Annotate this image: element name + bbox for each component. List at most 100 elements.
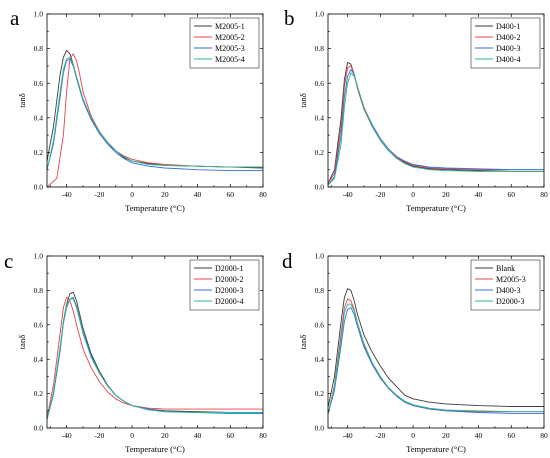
y-tick-label: 0.2 xyxy=(315,389,325,398)
panel-a: a -40 -20 0 20 40 60 80 0.0 0.2 0.4 0.6 0.8 1.0 Temper… xyxy=(10,6,267,213)
x-tick-label: -20 xyxy=(94,431,104,440)
series-line-d400-1 xyxy=(328,61,544,184)
legend-label: M2005-4 xyxy=(215,55,245,64)
y-tick-label: 0.4 xyxy=(315,355,325,364)
y-tick-label: 0.0 xyxy=(315,424,325,433)
x-tick-label: -20 xyxy=(94,190,104,199)
x-tick-label: -40 xyxy=(62,431,72,440)
y-tick-label: 0.8 xyxy=(34,44,44,53)
x-tick-label: 20 xyxy=(442,190,450,199)
series-line-d2000-4 xyxy=(47,298,263,420)
y-axis-label: tanδ xyxy=(17,335,27,349)
x-axis-label: Temperature (°C) xyxy=(125,444,185,454)
x-tick-label: 20 xyxy=(161,190,169,199)
x-tick-label: -20 xyxy=(375,190,385,199)
series-line-d400-2 xyxy=(328,65,544,184)
series-line-m2005-4 xyxy=(47,56,263,170)
y-tick-label: 0.2 xyxy=(34,148,44,157)
series-group xyxy=(47,291,263,420)
series-line-m2005-3 xyxy=(47,58,263,172)
panel-letter: c xyxy=(4,249,13,273)
x-axis-label: Temperature (°C) xyxy=(406,444,466,454)
series-group xyxy=(328,288,544,415)
legend: D400-1 D400-2 D400-3 D400-4 xyxy=(470,17,541,69)
y-tick-label: 0.0 xyxy=(34,183,44,192)
legend-label: Blank xyxy=(496,264,515,273)
y-tick-label: 0.8 xyxy=(34,286,44,295)
legend-label: D400-2 xyxy=(496,33,520,42)
series-line-d400-3 xyxy=(328,68,544,186)
x-tick-label: 60 xyxy=(227,431,235,440)
x-tick-label: -40 xyxy=(62,190,72,199)
y-tick-label: 0.4 xyxy=(34,113,44,122)
panel-b: b -40 -20 0 20 40 60 80 0.0 0.2 0.4 0.6 0.8 1.0 Temper… xyxy=(284,6,548,213)
x-tick-label: -40 xyxy=(343,431,353,440)
x-tick-label: 80 xyxy=(259,431,267,440)
x-tick-label: 0 xyxy=(130,190,134,199)
x-tick-label: 40 xyxy=(194,190,202,199)
series-line-m2005-3 xyxy=(328,298,544,415)
y-tick-label: 0.6 xyxy=(315,79,325,88)
series-line-blank xyxy=(328,288,544,408)
x-tick-label: 0 xyxy=(130,431,134,440)
series-line-d400-3 xyxy=(328,307,544,415)
legend-label: D2000-3 xyxy=(496,297,524,306)
panel-d: d -40 -20 0 20 40 60 80 0.0 0.2 0.4 0.6 0.8 1.0 Temper… xyxy=(282,249,548,454)
y-tick-label: 0.8 xyxy=(315,44,325,53)
y-tick-label: 0.6 xyxy=(34,79,44,88)
x-tick-label: 40 xyxy=(475,431,483,440)
y-tick-label: 1.0 xyxy=(34,252,44,261)
y-tick-label: 0.2 xyxy=(34,389,44,398)
legend-label: D2000-2 xyxy=(215,275,243,284)
y-tick-label: 1.0 xyxy=(315,252,325,261)
x-axis-label: Temperature (°C) xyxy=(406,203,466,213)
legend-label: D400-1 xyxy=(496,22,520,31)
y-tick-label: 0.0 xyxy=(34,424,44,433)
panel-letter: d xyxy=(282,249,293,273)
x-tick-label: 60 xyxy=(508,431,516,440)
x-tick-label: 80 xyxy=(259,190,267,199)
series-group xyxy=(47,49,263,187)
x-tick-label: 80 xyxy=(540,431,548,440)
x-tick-label: 40 xyxy=(475,190,483,199)
legend: M2005-1 M2005-2 M2005-3 M2005-4 xyxy=(189,17,260,69)
legend: D2000-1 D2000-2 D2000-3 D2000-4 xyxy=(189,259,260,311)
x-tick-label: -40 xyxy=(343,190,353,199)
series-group xyxy=(328,61,544,186)
y-tick-label: 0.0 xyxy=(315,183,325,192)
legend-label: D400-4 xyxy=(496,55,520,64)
x-tick-label: 60 xyxy=(508,190,516,199)
y-tick-label: 0.6 xyxy=(34,320,44,329)
y-tick-label: 1.0 xyxy=(34,10,44,19)
x-tick-label: 40 xyxy=(194,431,202,440)
legend-label: D400-3 xyxy=(496,286,520,295)
y-tick-label: 1.0 xyxy=(315,10,325,19)
y-axis-label: tanδ xyxy=(298,93,308,107)
y-axis-label: tanδ xyxy=(298,335,308,349)
y-tick-label: 0.8 xyxy=(315,286,325,295)
series-line-d2000-2 xyxy=(47,296,263,418)
series-line-d2000-3 xyxy=(47,296,263,420)
y-axis-label: tanδ xyxy=(17,93,27,107)
x-tick-label: 20 xyxy=(442,431,450,440)
panel-letter: b xyxy=(284,6,295,30)
legend-label: M2005-1 xyxy=(215,22,245,31)
series-line-d2000-1 xyxy=(47,291,263,420)
series-line-d400-4 xyxy=(328,72,544,186)
legend-label: M2005-3 xyxy=(496,275,526,284)
x-tick-label: 80 xyxy=(540,190,548,199)
x-tick-label: 0 xyxy=(411,190,415,199)
series-line-d2000-3 xyxy=(328,303,544,415)
y-tick-label: 0.4 xyxy=(34,355,44,364)
x-tick-label: 0 xyxy=(411,431,415,440)
legend: Blank M2005-3 D400-3 D2000-3 xyxy=(470,259,541,311)
panel-c: c -40 -20 0 20 40 60 80 0.0 0.2 0.4 0.6 0.8 1.0 Temper… xyxy=(4,249,267,454)
legend-label: M2005-2 xyxy=(215,33,245,42)
x-axis-label: Temperature (°C) xyxy=(125,203,185,213)
y-tick-label: 0.6 xyxy=(315,320,325,329)
legend-label: M2005-3 xyxy=(215,44,245,53)
panel-letter: a xyxy=(10,6,20,30)
x-tick-label: 60 xyxy=(227,190,235,199)
y-tick-label: 0.4 xyxy=(315,113,325,122)
